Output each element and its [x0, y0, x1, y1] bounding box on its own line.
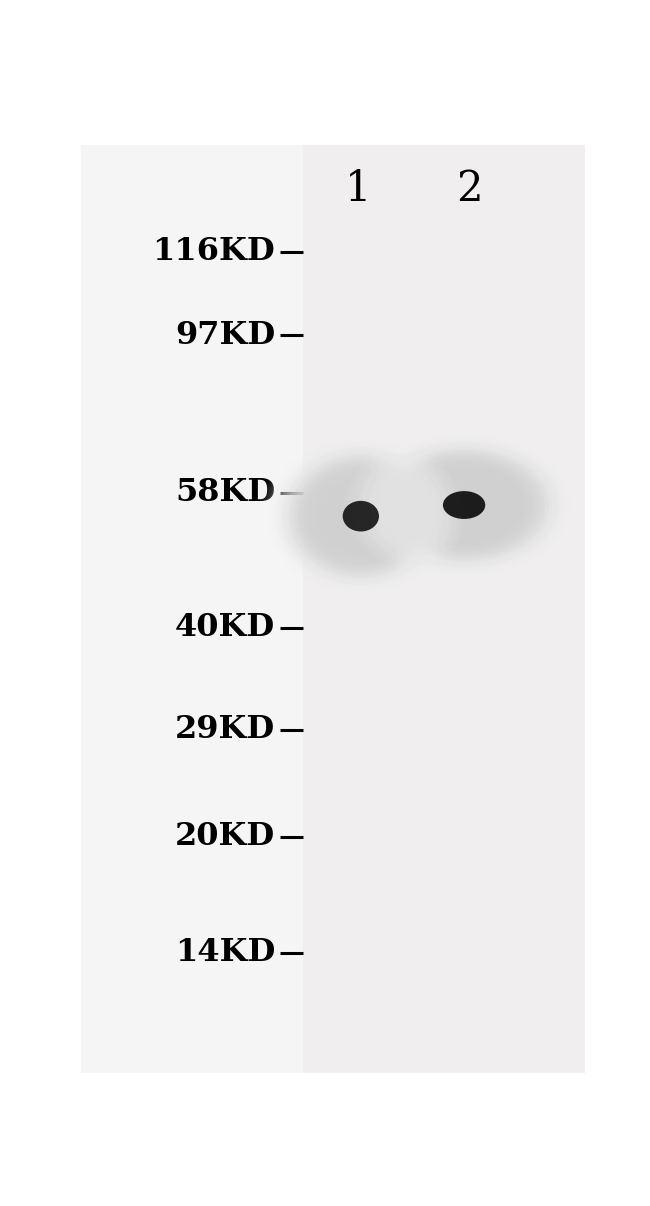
Ellipse shape	[324, 486, 397, 546]
Ellipse shape	[304, 468, 418, 564]
Ellipse shape	[376, 447, 552, 563]
Ellipse shape	[280, 447, 443, 585]
Ellipse shape	[313, 475, 410, 557]
Ellipse shape	[415, 473, 514, 538]
Ellipse shape	[411, 470, 517, 540]
Ellipse shape	[261, 432, 461, 601]
Ellipse shape	[273, 443, 448, 590]
Ellipse shape	[270, 439, 452, 593]
Ellipse shape	[258, 429, 463, 603]
Ellipse shape	[294, 459, 427, 573]
Ellipse shape	[362, 438, 566, 573]
Ellipse shape	[380, 450, 549, 561]
Ellipse shape	[285, 452, 436, 580]
Ellipse shape	[400, 463, 528, 546]
Text: 29KD: 29KD	[175, 714, 275, 745]
Text: 58KD: 58KD	[175, 478, 275, 509]
Ellipse shape	[422, 478, 506, 533]
Ellipse shape	[408, 468, 521, 543]
Ellipse shape	[372, 445, 556, 566]
Ellipse shape	[315, 478, 406, 555]
Ellipse shape	[365, 440, 563, 570]
FancyBboxPatch shape	[81, 145, 303, 1073]
Ellipse shape	[443, 491, 486, 519]
Ellipse shape	[289, 455, 434, 578]
FancyBboxPatch shape	[303, 145, 585, 1073]
Ellipse shape	[394, 458, 534, 551]
Text: 20KD: 20KD	[175, 821, 275, 853]
Ellipse shape	[322, 482, 400, 550]
Ellipse shape	[383, 451, 545, 558]
Text: 2: 2	[456, 169, 482, 210]
Ellipse shape	[328, 488, 394, 544]
Ellipse shape	[309, 473, 412, 560]
Ellipse shape	[306, 470, 415, 562]
Ellipse shape	[425, 480, 503, 531]
Ellipse shape	[267, 437, 454, 596]
Ellipse shape	[348, 428, 580, 581]
Ellipse shape	[429, 482, 499, 528]
Ellipse shape	[297, 463, 424, 569]
Text: 116KD: 116KD	[153, 236, 275, 267]
Ellipse shape	[276, 445, 445, 587]
Ellipse shape	[264, 434, 458, 598]
Ellipse shape	[282, 450, 439, 582]
Ellipse shape	[418, 475, 510, 535]
Ellipse shape	[397, 461, 531, 549]
Text: 1: 1	[345, 169, 372, 210]
Text: 40KD: 40KD	[175, 613, 275, 643]
Ellipse shape	[404, 466, 524, 544]
Ellipse shape	[369, 443, 559, 568]
Ellipse shape	[331, 491, 391, 541]
Ellipse shape	[351, 431, 577, 579]
Ellipse shape	[344, 426, 584, 584]
Text: 97KD: 97KD	[175, 320, 275, 351]
Ellipse shape	[390, 456, 538, 554]
Ellipse shape	[318, 480, 403, 552]
Ellipse shape	[291, 457, 430, 575]
Ellipse shape	[343, 500, 379, 532]
Ellipse shape	[355, 433, 573, 576]
Ellipse shape	[358, 435, 570, 575]
Ellipse shape	[387, 453, 541, 556]
Text: 14KD: 14KD	[175, 937, 275, 968]
Ellipse shape	[300, 466, 421, 567]
